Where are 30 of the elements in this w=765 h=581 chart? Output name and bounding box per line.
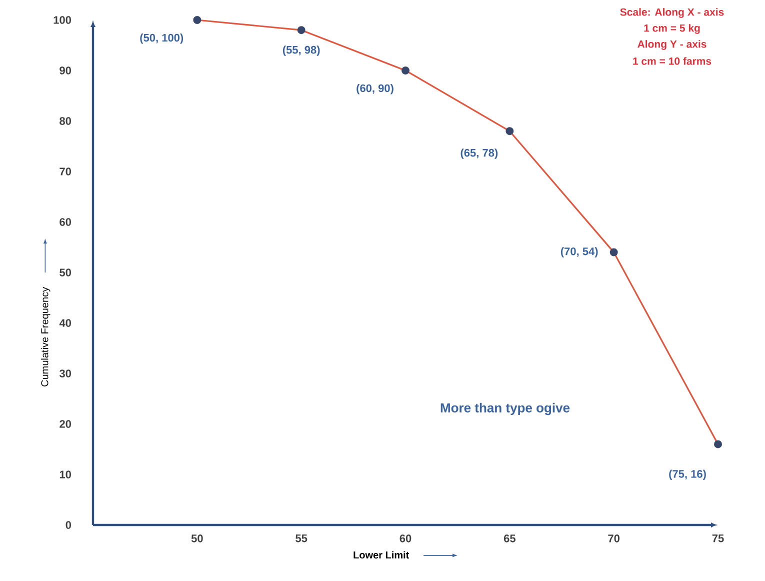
y-tick-label: 50 [60,268,72,276]
y-tick-label: 90 [60,66,72,74]
data-label: (50, 100) [140,34,184,44]
y-tick-label: 20 [60,420,72,428]
text: Scale: Along X - axis [620,8,724,18]
data-label: (60, 90) [356,84,394,94]
x-tick-label: 55 [296,534,308,542]
annotation: More than type ogive [440,402,570,416]
y-tick-label: 100 [54,16,72,24]
x-tick-label: 60 [400,534,412,542]
x-tick-label: 70 [608,534,620,542]
x-tick-label: 50 [191,534,203,542]
y-tick-label: 40 [59,319,72,327]
x-tick-label: 65 [504,534,516,542]
y-tick-label: 60 [60,218,72,226]
annotation: 1 cm = 10 farms [633,57,712,65]
data-label: (70, 54) [560,247,598,258]
y-tick-label: 30 [59,370,72,378]
y-tick-label: 0 [66,521,72,529]
annotation: Along Y - axis [638,40,706,50]
annotation: 1 cm = 5 kg [644,24,700,34]
y-tick-label: 10 [60,470,72,478]
data-label: (65, 78) [460,148,498,159]
y-tick-label: 80 [60,117,72,125]
data-label: (55, 98) [282,46,320,56]
x-axis-title: Lower Limit [354,551,410,559]
data-label: (75, 16) [669,470,706,480]
y-axis-title: Cumulative Frequency [40,286,50,386]
y-tick-label: 70 [60,168,72,176]
x-tick-label: 75 [712,534,724,542]
